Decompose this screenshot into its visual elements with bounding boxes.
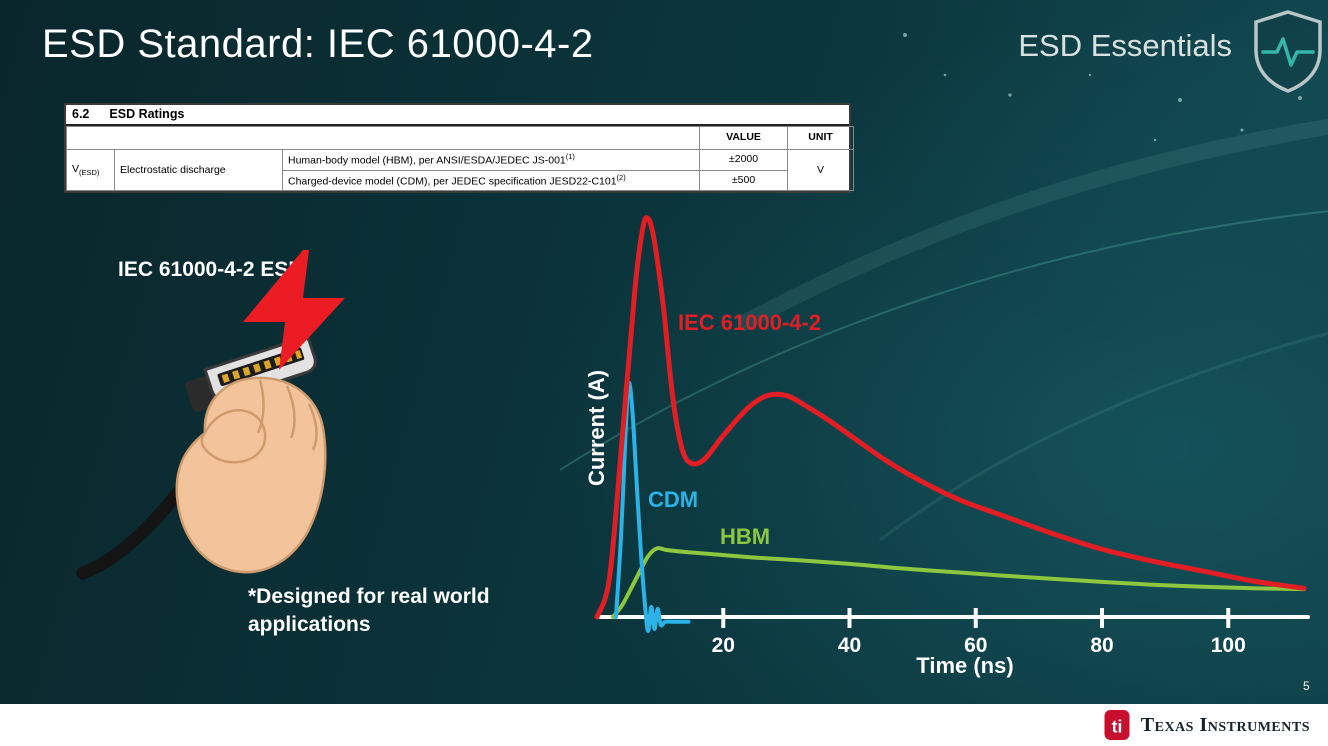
hbm-value: ±2000 xyxy=(699,149,789,171)
ti-brand-text: Texas Instruments xyxy=(1140,713,1310,736)
svg-text:20: 20 xyxy=(712,634,735,657)
value-column-header: VALUE xyxy=(699,126,789,150)
esd-waveform-chart: 20 40 60 80 100 xyxy=(594,215,1310,657)
section-title: ESD Ratings xyxy=(109,107,185,121)
hand xyxy=(175,376,327,574)
svg-text:ti: ti xyxy=(1111,717,1122,737)
hand-hdmi-illustration xyxy=(76,250,345,580)
lightning-bolt-icon xyxy=(243,250,345,370)
svg-text:80: 80 xyxy=(1090,634,1113,657)
param-name: Electrostatic discharge xyxy=(114,148,283,192)
y-axis-label: Current (A) xyxy=(584,369,609,487)
star-dots xyxy=(903,33,1302,142)
x-axis-label: Time (ns) xyxy=(916,653,1014,678)
table-section-header: 6.2 ESD Ratings xyxy=(66,105,849,126)
page-title: ESD Standard: IEC 61000-4-2 xyxy=(42,22,594,66)
svg-text:100: 100 xyxy=(1211,634,1246,657)
real-world-note: *Designed for real world applications xyxy=(248,585,490,637)
series-title: ESD Essentials xyxy=(1018,28,1232,63)
svg-text:40: 40 xyxy=(838,634,861,657)
thumb xyxy=(200,409,267,464)
esd-ratings-table: 6.2 ESD Ratings VALUE UNIT V(ESD) Electr… xyxy=(64,103,855,194)
esd-shield-icon xyxy=(1254,10,1322,93)
cdm-value: ±500 xyxy=(699,169,789,192)
section-number: 6.2 xyxy=(72,107,90,121)
unit-column-header: UNIT xyxy=(787,126,855,150)
footer-bar: ti Texas Instruments xyxy=(0,704,1328,746)
iec-curve-label: IEC 61000-4-2 xyxy=(678,310,822,335)
ti-logo-icon: ti xyxy=(1104,710,1130,740)
page-number: 5 xyxy=(1303,679,1310,693)
heartbeat-pulse-icon xyxy=(1261,37,1315,67)
hbm-curve-label: HBM xyxy=(720,524,771,549)
unit-value: V xyxy=(787,148,855,192)
svg-text:60: 60 xyxy=(964,634,987,657)
hbm-condition: Human-body model (HBM), per ANSI/ESDA/JE… xyxy=(281,149,701,171)
cdm-curve-label: CDM xyxy=(648,487,699,512)
table-row: V(ESD) Electrostatic discharge Human-bod… xyxy=(66,148,855,192)
table-header-row: VALUE UNIT xyxy=(65,126,855,150)
iec-esd-label: IEC 61000-4-2 ESD xyxy=(118,258,304,281)
cdm-condition: Charged-device model (CDM), per JEDEC sp… xyxy=(281,169,701,192)
table-row: Charged-device model (CDM), per JEDEC sp… xyxy=(67,169,854,192)
param-symbol: V(ESD) xyxy=(66,148,115,192)
